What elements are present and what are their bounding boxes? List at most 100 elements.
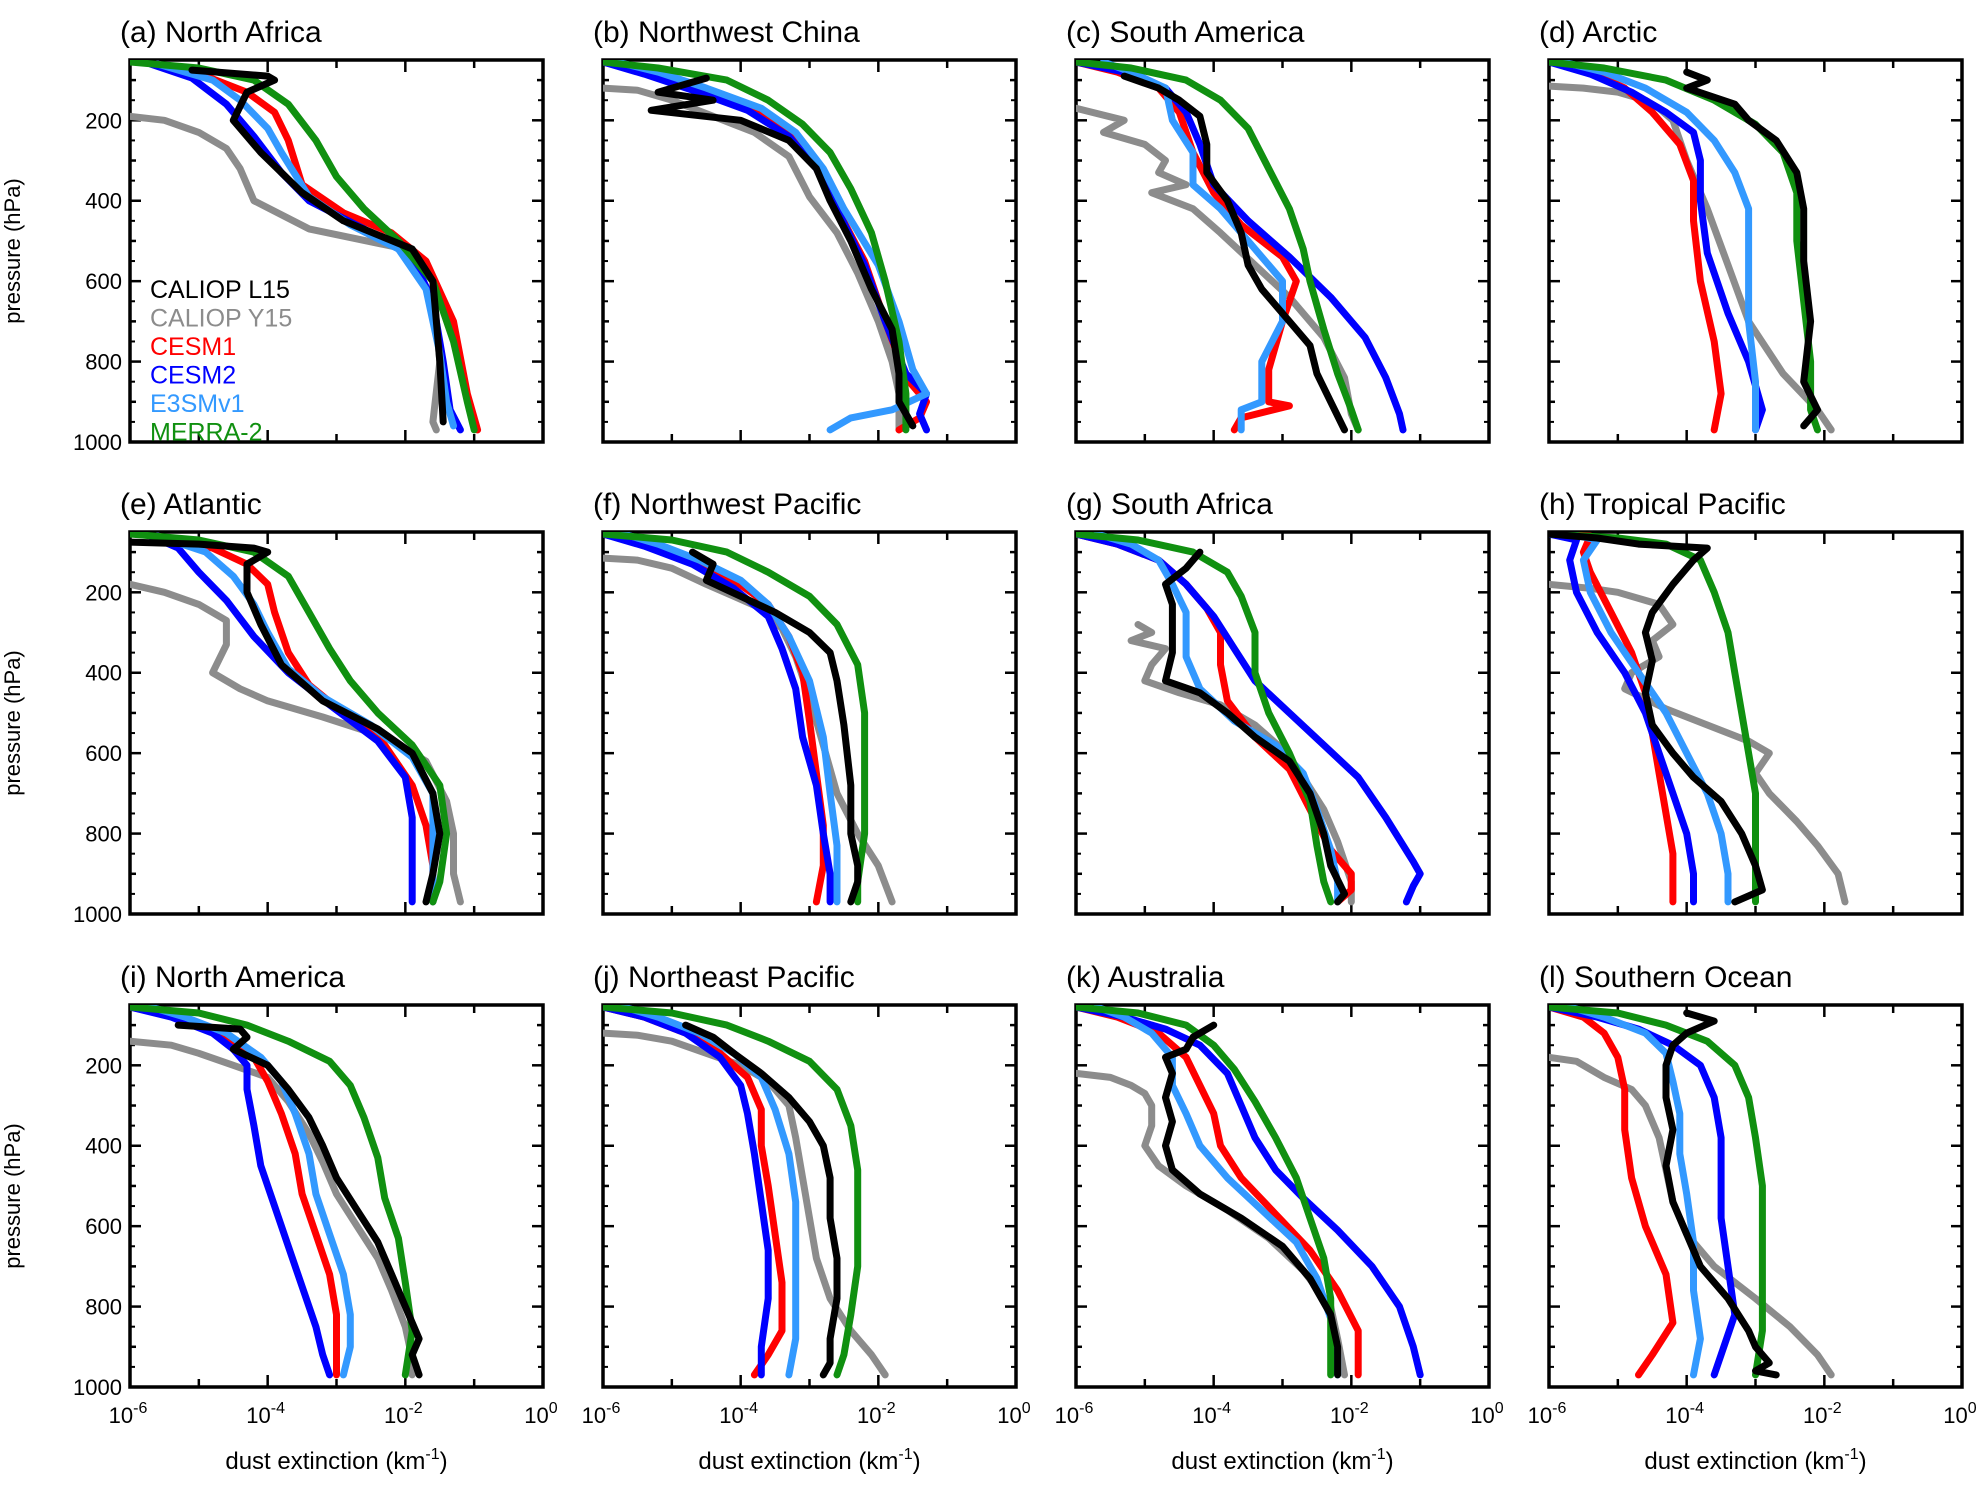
x-tick-label: 10-2 bbox=[1330, 1400, 1369, 1428]
panel-9: (j) Northeast Pacific 10-6 10-4 10-2 100 dust… bbox=[582, 961, 1031, 1475]
panel-4: (e) Atlantic 200 400 600 800 1000 pressure (hP… bbox=[0, 488, 545, 927]
panel-title: (a) North Africa bbox=[120, 16, 322, 49]
panel-5: (f) Northwest Pacific bbox=[593, 488, 1018, 916]
panel-title: (l) Southern Ocean bbox=[1539, 961, 1792, 994]
legend-entry: CESM2 bbox=[150, 362, 236, 390]
legend-entry: CALIOP Y15 bbox=[150, 305, 292, 333]
y-tick-label: 600 bbox=[85, 741, 122, 766]
series-line-caliop-y15 bbox=[130, 580, 464, 906]
series-line-merra-2 bbox=[1549, 60, 1821, 434]
series-line-cesm2 bbox=[147, 532, 416, 906]
series-line-merra-2 bbox=[130, 532, 451, 906]
x-tick-label: 10-2 bbox=[1803, 1400, 1842, 1428]
panel-title: (i) North America bbox=[120, 961, 345, 994]
series-line-merra-2 bbox=[130, 1005, 416, 1379]
plot-frame bbox=[1074, 530, 1491, 916]
x-tick-label: 100 bbox=[997, 1400, 1030, 1428]
y-tick-label: 800 bbox=[85, 350, 122, 375]
y-tick-label: 400 bbox=[85, 189, 122, 214]
x-axis-label: dust extinction (km-1) bbox=[1644, 1446, 1866, 1475]
x-tick-label: 100 bbox=[1943, 1400, 1976, 1428]
series-line-cesm2 bbox=[603, 532, 834, 906]
series-line-e3smv1 bbox=[613, 60, 930, 434]
series-line-caliop-l15 bbox=[174, 1021, 423, 1379]
series-line-caliop-y15 bbox=[603, 554, 896, 906]
series-line-caliop-y15 bbox=[130, 1037, 416, 1379]
series-line-cesm1 bbox=[1076, 532, 1355, 906]
series-line-cesm1 bbox=[154, 60, 482, 434]
x-tick-label: 10-2 bbox=[857, 1400, 896, 1428]
y-axis-label: pressure (hPa) bbox=[0, 1123, 25, 1269]
series-line-caliop-l15 bbox=[1162, 548, 1348, 906]
y-tick-label: 600 bbox=[85, 269, 122, 294]
x-tick-label: 10-4 bbox=[246, 1400, 285, 1428]
y-axis-label: pressure (hPa) bbox=[0, 650, 25, 796]
series-line-merra-2 bbox=[603, 1005, 862, 1379]
panel-0: (a) North Africa 200 400 600 800 1000 pressure… bbox=[0, 16, 545, 455]
series-line-cesm1 bbox=[603, 1005, 786, 1379]
plot-frame bbox=[1074, 1003, 1491, 1389]
series-line-caliop-y15 bbox=[1076, 104, 1362, 434]
series-line-caliop-y15 bbox=[1549, 82, 1835, 434]
panel-8: (i) North America 200 400 600 800 1000 pressur… bbox=[0, 961, 558, 1475]
series-line-caliop-l15 bbox=[1662, 1009, 1780, 1379]
series-line-merra-2 bbox=[1076, 1005, 1335, 1379]
series-line-merra-2 bbox=[1549, 1005, 1766, 1379]
series-line-caliop-l15 bbox=[1162, 1021, 1342, 1379]
y-tick-label: 400 bbox=[85, 1134, 122, 1159]
series-line-e3smv1 bbox=[620, 532, 841, 906]
panel-title: (c) South America bbox=[1066, 16, 1305, 49]
series-line-merra-2 bbox=[603, 60, 910, 434]
y-tick-label: 600 bbox=[85, 1214, 122, 1239]
series-line-cesm2 bbox=[1549, 532, 1697, 906]
legend-entry: E3SMv1 bbox=[150, 390, 244, 418]
series-line-caliop-l15 bbox=[682, 1021, 841, 1379]
panel-title: (e) Atlantic bbox=[120, 488, 262, 521]
y-tick-label: 800 bbox=[85, 822, 122, 847]
series-line-e3smv1 bbox=[1566, 532, 1732, 906]
x-tick-label: 10-6 bbox=[582, 1400, 621, 1428]
series-line-e3smv1 bbox=[147, 1005, 354, 1379]
y-tick-label: 200 bbox=[85, 1053, 122, 1078]
series-line-caliop-l15 bbox=[188, 66, 447, 426]
plot-frame bbox=[601, 58, 1018, 444]
series-line-e3smv1 bbox=[1093, 532, 1342, 906]
y-tick-label: 200 bbox=[85, 108, 122, 133]
series-line-cesm2 bbox=[1076, 532, 1424, 906]
x-tick-label: 10-4 bbox=[1192, 1400, 1231, 1428]
series-line-merra-2 bbox=[130, 60, 478, 434]
panel-10: (k) Australia 10-6 10-4 10-2 100 dust extinct… bbox=[1055, 961, 1504, 1475]
series-line-caliop-l15 bbox=[689, 548, 862, 906]
x-tick-label: 100 bbox=[1470, 1400, 1503, 1428]
panel-2: (c) South America bbox=[1066, 16, 1491, 444]
series-line-caliop-l15 bbox=[130, 538, 444, 906]
series-line-cesm2 bbox=[130, 1005, 334, 1379]
x-tick-label: 10-4 bbox=[1665, 1400, 1704, 1428]
series-line-cesm1 bbox=[1076, 1005, 1362, 1379]
series-line-cesm2 bbox=[1076, 1005, 1424, 1379]
x-axis-label: dust extinction (km-1) bbox=[225, 1446, 447, 1475]
series-line-caliop-y15 bbox=[603, 1029, 889, 1379]
y-axis-label: pressure (hPa) bbox=[0, 178, 25, 324]
panel-title: (f) Northwest Pacific bbox=[593, 488, 861, 521]
panel-title: (j) Northeast Pacific bbox=[593, 961, 855, 994]
panel-6: (g) South Africa bbox=[1066, 488, 1491, 916]
panel-title: (d) Arctic bbox=[1539, 16, 1657, 49]
panel-3: (d) Arctic bbox=[1539, 16, 1964, 444]
y-tick-label: 1000 bbox=[73, 1375, 122, 1400]
x-axis-label: dust extinction (km-1) bbox=[1171, 1446, 1393, 1475]
y-tick-label: 200 bbox=[85, 580, 122, 605]
series-line-merra-2 bbox=[1076, 60, 1362, 434]
y-tick-label: 1000 bbox=[73, 430, 122, 455]
series-line-caliop-y15 bbox=[1076, 1069, 1348, 1379]
legend-entry: CALIOP L15 bbox=[150, 276, 290, 304]
series-line-e3smv1 bbox=[1100, 60, 1286, 434]
x-axis-label: dust extinction (km-1) bbox=[698, 1446, 920, 1475]
x-tick-label: 10-6 bbox=[109, 1400, 148, 1428]
x-tick-label: 10-2 bbox=[384, 1400, 423, 1428]
legend-entry: MERRA-2 bbox=[150, 419, 263, 447]
series-line-merra-2 bbox=[603, 532, 869, 906]
y-tick-label: 1000 bbox=[73, 902, 122, 927]
